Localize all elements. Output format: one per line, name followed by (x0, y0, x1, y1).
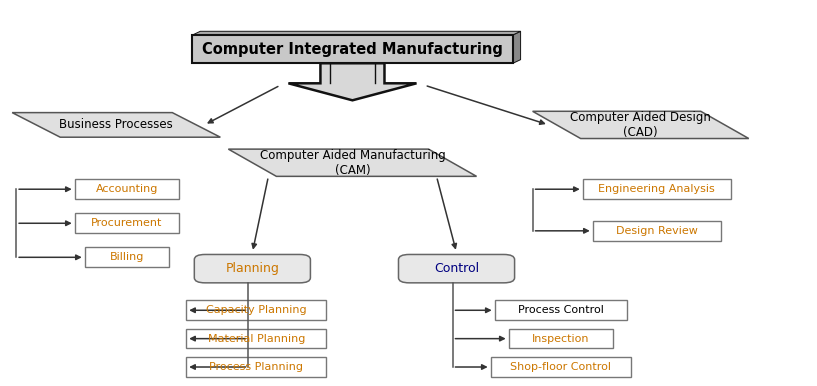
FancyBboxPatch shape (194, 254, 310, 283)
Text: Computer Integrated Manufacturing: Computer Integrated Manufacturing (202, 42, 503, 57)
Text: Design Review: Design Review (616, 226, 698, 236)
Text: Accounting: Accounting (96, 184, 158, 194)
FancyBboxPatch shape (186, 357, 327, 377)
Polygon shape (228, 149, 476, 176)
Text: Business Processes: Business Processes (60, 119, 173, 131)
Text: Shop-floor Control: Shop-floor Control (510, 362, 611, 372)
Text: Process Planning: Process Planning (209, 362, 303, 372)
Text: Computer Aided Manufacturing
(CAM): Computer Aided Manufacturing (CAM) (260, 149, 445, 177)
Text: Billing: Billing (109, 252, 144, 262)
Polygon shape (533, 111, 748, 139)
Text: Planning: Planning (225, 262, 279, 275)
FancyBboxPatch shape (186, 329, 327, 349)
FancyBboxPatch shape (490, 357, 631, 377)
Text: Material Planning: Material Planning (208, 334, 305, 344)
Text: Procurement: Procurement (91, 218, 163, 228)
FancyBboxPatch shape (494, 300, 627, 320)
FancyBboxPatch shape (399, 254, 515, 283)
FancyBboxPatch shape (186, 300, 327, 320)
FancyBboxPatch shape (74, 213, 179, 233)
Text: Control: Control (434, 262, 479, 275)
Text: Process Control: Process Control (518, 305, 604, 315)
FancyBboxPatch shape (192, 35, 512, 63)
Polygon shape (288, 63, 417, 100)
Polygon shape (12, 113, 221, 137)
FancyBboxPatch shape (74, 179, 179, 199)
Text: Engineering Analysis: Engineering Analysis (598, 184, 715, 194)
FancyBboxPatch shape (508, 329, 613, 349)
FancyBboxPatch shape (592, 221, 721, 240)
Text: Capacity Planning: Capacity Planning (206, 305, 306, 315)
Text: Inspection: Inspection (532, 334, 589, 344)
FancyBboxPatch shape (583, 179, 730, 199)
Text: Computer Aided Design
(CAD): Computer Aided Design (CAD) (570, 111, 711, 139)
FancyBboxPatch shape (85, 247, 168, 267)
Polygon shape (192, 31, 520, 35)
Polygon shape (512, 31, 520, 63)
